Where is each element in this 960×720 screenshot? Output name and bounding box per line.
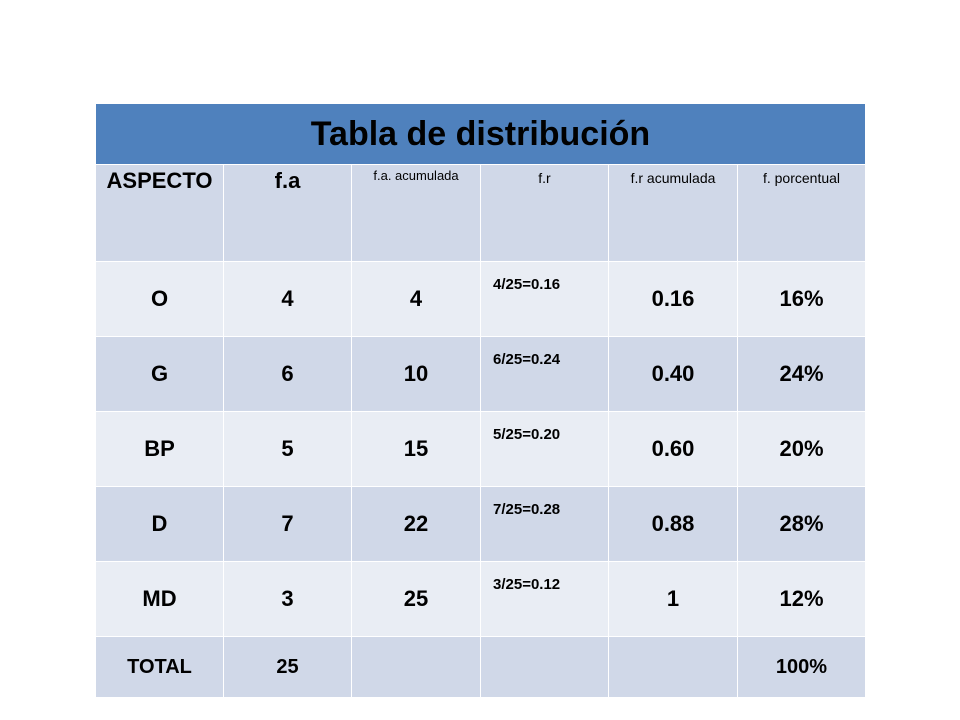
header-aspecto: ASPECTO xyxy=(95,164,224,262)
total-porcentual: 100% xyxy=(737,636,866,698)
header-fa: f.a xyxy=(223,164,352,262)
cell-fa: 5 xyxy=(223,411,352,487)
cell-fa-acumulada: 15 xyxy=(351,411,481,487)
cell-fa: 3 xyxy=(223,561,352,637)
cell-aspecto: O xyxy=(95,261,224,337)
distribution-table: Tabla de distribución ASPECTO f.a f.a. a… xyxy=(95,103,866,698)
cell-fr-acumulada: 0.40 xyxy=(608,336,738,412)
header-fr: f.r xyxy=(480,164,609,262)
cell-aspecto: D xyxy=(95,486,224,562)
total-fa: 25 xyxy=(223,636,352,698)
total-fr xyxy=(480,636,609,698)
cell-fr: 7/25=0.28 xyxy=(480,486,609,562)
cell-fa: 4 xyxy=(223,261,352,337)
cell-aspecto: G xyxy=(95,336,224,412)
table-row: O 4 4 4/25=0.16 0.16 16% xyxy=(95,261,866,337)
cell-porcentual: 16% xyxy=(737,261,866,337)
cell-fr-acumulada: 0.16 xyxy=(608,261,738,337)
cell-fa-acumulada: 25 xyxy=(351,561,481,637)
header-fr-acumulada: f.r acumulada xyxy=(608,164,738,262)
cell-fa-acumulada: 22 xyxy=(351,486,481,562)
total-row: TOTAL 25 100% xyxy=(95,636,866,698)
table-row: G 6 10 6/25=0.24 0.40 24% xyxy=(95,336,866,412)
header-porcentual: f. porcentual xyxy=(737,164,866,262)
table-row: MD 3 25 3/25=0.12 1 12% xyxy=(95,561,866,637)
cell-fr-acumulada: 0.88 xyxy=(608,486,738,562)
cell-fr: 3/25=0.12 xyxy=(480,561,609,637)
table-title-row: Tabla de distribución xyxy=(95,103,866,165)
cell-aspecto: BP xyxy=(95,411,224,487)
cell-fa: 7 xyxy=(223,486,352,562)
cell-fa: 6 xyxy=(223,336,352,412)
table-row: BP 5 15 5/25=0.20 0.60 20% xyxy=(95,411,866,487)
cell-fr: 6/25=0.24 xyxy=(480,336,609,412)
cell-fr: 4/25=0.16 xyxy=(480,261,609,337)
total-fr-acumulada xyxy=(608,636,738,698)
cell-porcentual: 20% xyxy=(737,411,866,487)
table-title: Tabla de distribución xyxy=(95,103,866,165)
header-row: ASPECTO f.a f.a. acumulada f.r f.r acumu… xyxy=(95,164,866,262)
total-label: TOTAL xyxy=(95,636,224,698)
header-fa-acumulada: f.a. acumulada xyxy=(351,164,481,262)
cell-fr-acumulada: 0.60 xyxy=(608,411,738,487)
cell-fa-acumulada: 10 xyxy=(351,336,481,412)
cell-porcentual: 12% xyxy=(737,561,866,637)
table-row: D 7 22 7/25=0.28 0.88 28% xyxy=(95,486,866,562)
cell-aspecto: MD xyxy=(95,561,224,637)
cell-porcentual: 24% xyxy=(737,336,866,412)
total-fa-acumulada xyxy=(351,636,481,698)
cell-fa-acumulada: 4 xyxy=(351,261,481,337)
cell-fr: 5/25=0.20 xyxy=(480,411,609,487)
cell-porcentual: 28% xyxy=(737,486,866,562)
cell-fr-acumulada: 1 xyxy=(608,561,738,637)
